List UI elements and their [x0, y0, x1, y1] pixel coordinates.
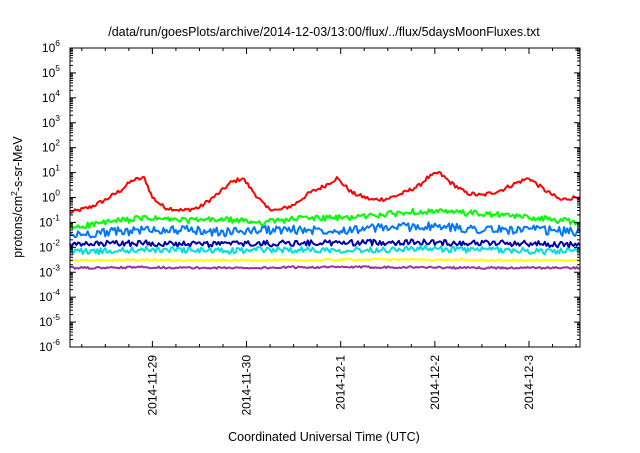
y-tick-label: 10-3	[39, 262, 60, 279]
plot-frame	[69, 47, 581, 348]
series-line	[69, 257, 581, 263]
x-tick-label: 2014-11-29	[145, 355, 159, 416]
y-tick-label: 105	[42, 63, 60, 80]
chart-title: /data/run/goesPlots/archive/2014-12-03/1…	[108, 25, 540, 39]
series-layer	[69, 170, 581, 270]
x-tick-label: 2014-12-3	[522, 355, 536, 410]
y-tick-label: 104	[42, 88, 60, 105]
series-line	[69, 170, 581, 214]
x-tick-label: 2014-11-30	[240, 355, 254, 416]
series-line	[69, 244, 581, 256]
y-tick-label: 101	[42, 163, 60, 180]
y-tick-label: 100	[42, 188, 60, 205]
y-tick-label: 10-2	[39, 237, 60, 254]
y-tick-label: 10-5	[39, 312, 60, 329]
series-line	[69, 238, 581, 249]
series-line	[69, 265, 581, 270]
y-tick-label: 10-1	[39, 212, 60, 229]
y-tick-label: 103	[42, 113, 60, 130]
y-axis-label-base: protons/cm	[11, 196, 25, 258]
y-tick-label: 10-4	[39, 287, 60, 304]
y-tick-label: 106	[42, 38, 60, 55]
series-line	[69, 207, 581, 230]
y-axis: 10-6 10-5 10-4 10-3 10-2 10-1 100 101 102 103 104 1…	[39, 38, 580, 354]
y-tick-label: 10-6	[39, 337, 60, 354]
y-axis-label-rest: -s-sr-MeV	[11, 136, 25, 192]
y-axis-label-sup: 2	[9, 191, 19, 196]
y-axis-label: protons/cm2-s-sr-MeV	[9, 136, 25, 258]
series-line	[69, 221, 581, 239]
y-tick-label: 102	[42, 138, 60, 155]
x-tick-label: 2014-12-1	[334, 355, 348, 410]
x-tick-label: 2014-12-2	[428, 355, 442, 410]
x-axis: 2014-11-29 2014-11-30 2014-12-1 2014-12-2 20…	[81, 48, 577, 416]
x-axis-label: Coordinated Universal Time (UTC)	[228, 430, 420, 444]
